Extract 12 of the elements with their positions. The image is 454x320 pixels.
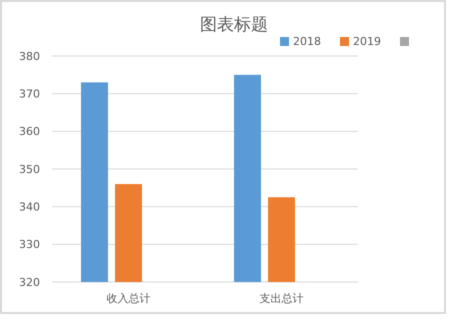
y-tick-label: 350 [19,162,40,176]
chart-title: 图表标题 [200,15,268,35]
y-tick-label: 380 [19,50,40,63]
x-tick-label: 收入总计 [106,292,150,305]
legend-label: 2018 [293,35,321,48]
legend-label: 2019 [353,35,381,48]
y-tick-label: 320 [19,276,40,289]
y-tick-label: 330 [19,238,40,252]
y-tick-label: 340 [19,200,40,214]
y-tick-label: 370 [19,88,40,101]
x-tick-label: 支出总计 [260,292,304,305]
y-tick-label: 360 [19,125,40,138]
